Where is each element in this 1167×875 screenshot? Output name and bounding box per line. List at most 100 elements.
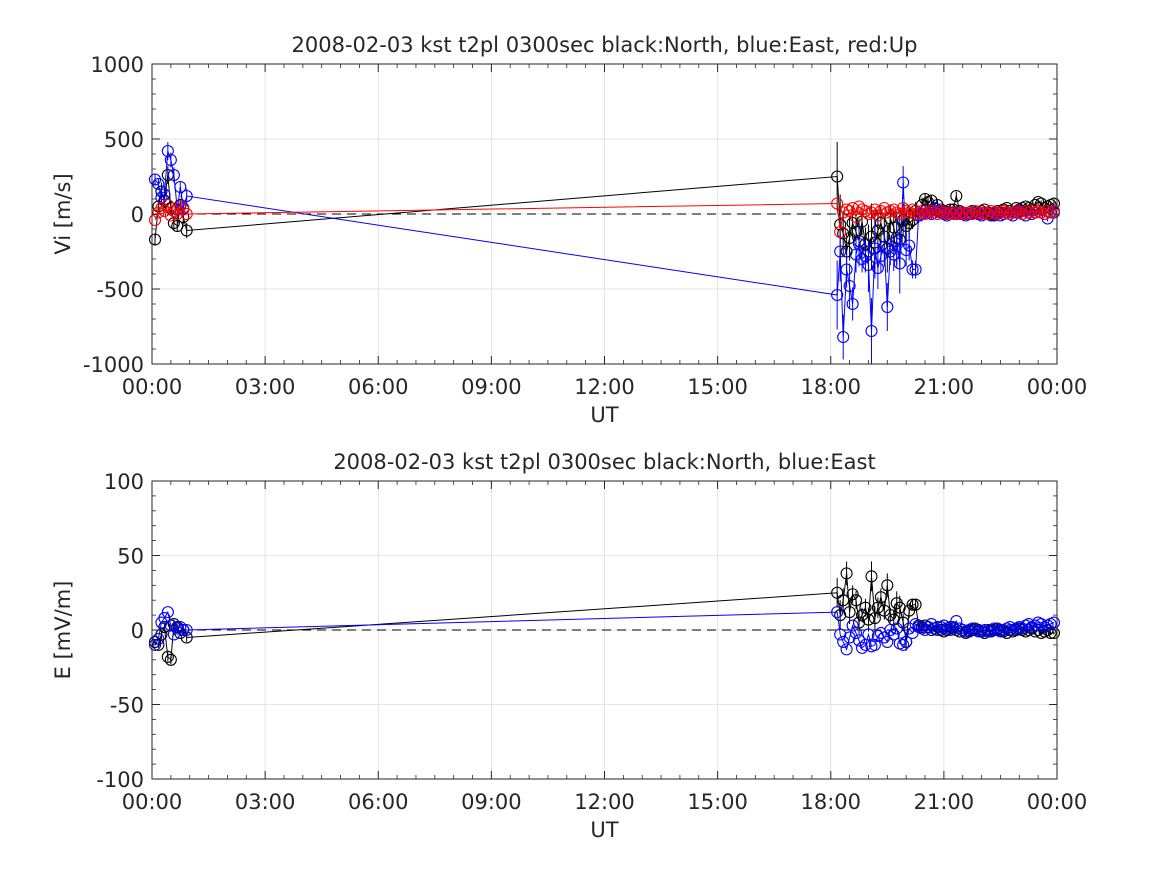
data-point-east [1022, 617, 1035, 631]
y-tick-label: -500 [96, 278, 144, 302]
data-point-east [921, 620, 935, 634]
data-point-north [893, 601, 906, 614]
x-tick-label: 09:00 [461, 790, 522, 814]
data-point-north [846, 588, 859, 601]
data-point-east [158, 612, 171, 625]
x-axis-label: UT [590, 403, 618, 427]
data-point-north [918, 192, 932, 206]
data-point-north [884, 609, 897, 622]
data-point-north [837, 594, 850, 607]
data-point-north [906, 598, 919, 611]
y-tick-label: -100 [96, 768, 144, 792]
data-point-east [881, 635, 894, 648]
data-point-up [167, 204, 180, 218]
data-point-east [865, 324, 878, 338]
x-tick-label: 00:00 [122, 375, 183, 399]
data-point-east [1029, 619, 1042, 632]
data-point-east [852, 634, 866, 647]
data-point-east [878, 240, 891, 254]
x-tick-label: 12:00 [574, 790, 635, 814]
data-point-up [981, 207, 995, 221]
data-point-north [161, 650, 174, 663]
data-point-east [937, 619, 950, 632]
data-point-east [164, 153, 177, 167]
data-point-up [887, 203, 900, 216]
data-point-north [874, 591, 887, 604]
data-point-east [152, 632, 165, 645]
data-point-east [834, 245, 847, 258]
data-point-east [1003, 620, 1016, 634]
y-tick-label: 500 [104, 128, 144, 152]
data-point-north [865, 230, 878, 243]
data-point-north [164, 201, 177, 215]
y-tick-label: 100 [104, 470, 144, 494]
data-point-up [834, 225, 847, 239]
data-point-east [1047, 616, 1061, 629]
data-point-east [947, 620, 960, 634]
data-point-up [174, 200, 187, 213]
data-point-east [831, 606, 844, 619]
data-point-east [890, 622, 903, 635]
data-point-east [180, 623, 193, 637]
data-point-up [903, 206, 916, 219]
x-tick-label: 21:00 [914, 375, 975, 399]
data-point-east [909, 263, 922, 276]
data-point-east [903, 239, 916, 252]
data-point-east [884, 623, 897, 637]
data-point-east [855, 641, 869, 654]
x-tick-label: 06:00 [348, 375, 409, 399]
data-point-up [897, 201, 910, 215]
data-point-east [1016, 622, 1029, 635]
data-point-north [862, 613, 875, 626]
data-point-east [871, 629, 884, 643]
data-point-north [840, 567, 853, 580]
data-point-up [915, 204, 929, 218]
data-point-north [1047, 626, 1061, 640]
data-point-up [1047, 204, 1061, 218]
data-point-north [846, 216, 859, 230]
data-point-east [859, 249, 872, 263]
data-point-north [843, 606, 856, 619]
data-point-east [897, 638, 910, 651]
data-point-east [831, 288, 844, 302]
x-tick-label: 00:00 [122, 790, 183, 814]
y-axis-label: E [mV/m] [51, 581, 75, 680]
data-point-east [900, 635, 913, 648]
data-point-east [846, 619, 859, 632]
chart-title: 2008-02-03 kst t2pl 0300sec black:North,… [333, 450, 875, 474]
x-tick-label: 09:00 [461, 375, 522, 399]
x-tick-label: 18:00 [800, 790, 861, 814]
x-tick-label: 12:00 [574, 375, 635, 399]
data-point-up [966, 207, 979, 221]
data-point-north [831, 586, 844, 599]
data-point-east [177, 623, 190, 637]
data-point-up [931, 207, 944, 221]
data-point-north [865, 570, 878, 583]
data-point-east [167, 168, 180, 182]
y-tick-label: -50 [110, 694, 144, 718]
data-point-north [897, 213, 910, 227]
data-point-up [831, 197, 844, 210]
data-point-north [849, 594, 863, 607]
data-point-east [164, 619, 177, 632]
data-point-east [887, 248, 900, 261]
x-tick-label: 00:00 [1027, 375, 1088, 399]
data-point-up [868, 203, 881, 216]
data-point-up [155, 201, 168, 215]
data-point-east [161, 144, 174, 158]
data-point-up [171, 207, 184, 221]
data-point-east [840, 643, 853, 656]
data-point-north [180, 631, 193, 644]
data-point-up [859, 204, 872, 218]
x-tick-label: 00:00 [1027, 790, 1088, 814]
chart-title: 2008-02-03 kst t2pl 0300sec black:North,… [292, 33, 918, 57]
data-point-east [868, 242, 881, 255]
data-point-east [874, 626, 887, 640]
data-point-north [843, 231, 856, 245]
data-point-east [174, 620, 187, 634]
data-point-east [931, 623, 944, 637]
y-tick-label: 1000 [91, 53, 144, 77]
data-point-up [846, 201, 859, 215]
x-tick-label: 03:00 [235, 790, 296, 814]
